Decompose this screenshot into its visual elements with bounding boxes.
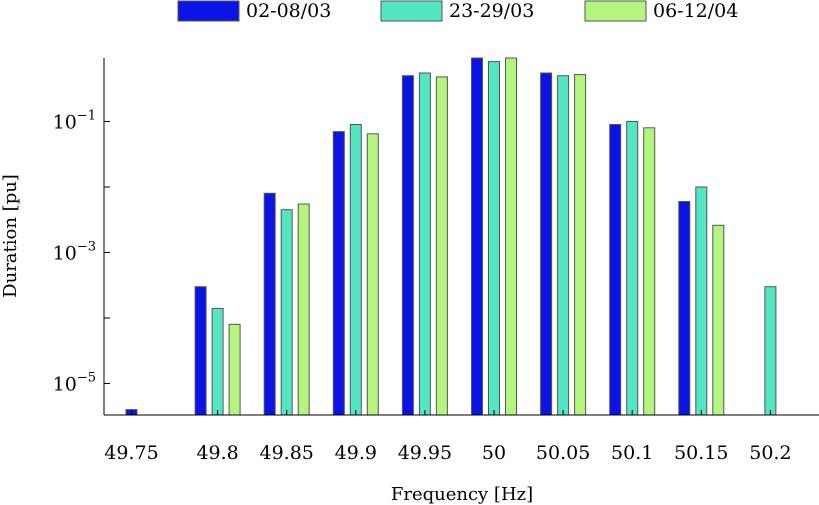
bar-06-12/04-49.8 xyxy=(228,323,241,416)
bar-23-29/03-50.05 xyxy=(557,75,570,416)
bar-23-29/03-49.8 xyxy=(211,307,224,416)
legend-swatch xyxy=(584,0,647,22)
legend-label: 02-08/03 xyxy=(246,0,331,22)
bar-23-29/03-50 xyxy=(488,61,500,416)
x-axis-label: Frequency [Hz] xyxy=(391,484,533,505)
legend-label: 23-29/03 xyxy=(449,0,534,22)
bar-06-12/04-50.05 xyxy=(574,74,587,416)
bar-23-29/03-49.95 xyxy=(418,72,431,416)
x-ticks: 49.75 49.8 49.85 49.9 49.95 50 50.05 50.1 50.15 5… xyxy=(104,410,792,464)
bar-02-08/03-49.95 xyxy=(401,75,414,416)
bar-02-08/03-49.9 xyxy=(332,131,345,416)
x-tick-label: 50.15 xyxy=(674,442,728,464)
bar-06-12/04-50 xyxy=(505,57,517,416)
bar-23-29/03-50.2 xyxy=(764,286,777,416)
bar-02-08/03-50.1 xyxy=(609,124,622,416)
bar-23-29/03-50.15 xyxy=(695,186,708,416)
bar-02-08/03-49.85 xyxy=(263,192,276,416)
x-tick-label: 50.1 xyxy=(611,442,653,464)
y-tick-label: 10−1 xyxy=(53,109,96,134)
legend-label: 06-12/04 xyxy=(653,0,738,22)
bar-23-29/03-49.85 xyxy=(280,209,293,416)
axes xyxy=(103,58,819,416)
bar-02-08/03-50.05 xyxy=(540,72,553,416)
x-tick-label: 50.2 xyxy=(749,442,791,464)
bar-06-12/04-49.9 xyxy=(366,133,379,416)
y-tick-label: 10−5 xyxy=(53,371,96,396)
y-ticks: 10−5 10−3 10−1 xyxy=(53,109,110,396)
x-tick-label: 49.85 xyxy=(259,442,313,464)
x-tick-label: 49.95 xyxy=(398,442,452,464)
legend-swatch xyxy=(380,0,443,22)
x-tick-label: 49.9 xyxy=(335,442,377,464)
legend-swatch xyxy=(177,0,240,22)
x-tick-label: 49.75 xyxy=(104,442,158,464)
x-tick-label: 50.05 xyxy=(536,442,590,464)
bar-06-12/04-49.95 xyxy=(435,76,448,416)
legend: 02-08/03 23-29/03 06-12/04 xyxy=(177,0,738,22)
x-tick-label: 49.8 xyxy=(196,442,238,464)
bar-23-29/03-49.9 xyxy=(349,124,362,416)
y-axis-label: Duration [pu] xyxy=(0,174,21,298)
bar-23-29/03-50.1 xyxy=(626,121,639,416)
bar-02-08/03-49.8 xyxy=(194,286,207,416)
bar-06-12/04-50.1 xyxy=(643,127,656,416)
y-tick-label: 10−3 xyxy=(53,240,96,265)
bar-06-12/04-49.85 xyxy=(297,203,310,416)
bar-02-08/03-50.15 xyxy=(678,201,691,416)
bar-02-08/03-50 xyxy=(471,57,483,416)
x-tick-label: 50 xyxy=(482,442,506,464)
bars xyxy=(125,57,777,416)
bar-06-12/04-50.15 xyxy=(712,224,725,416)
